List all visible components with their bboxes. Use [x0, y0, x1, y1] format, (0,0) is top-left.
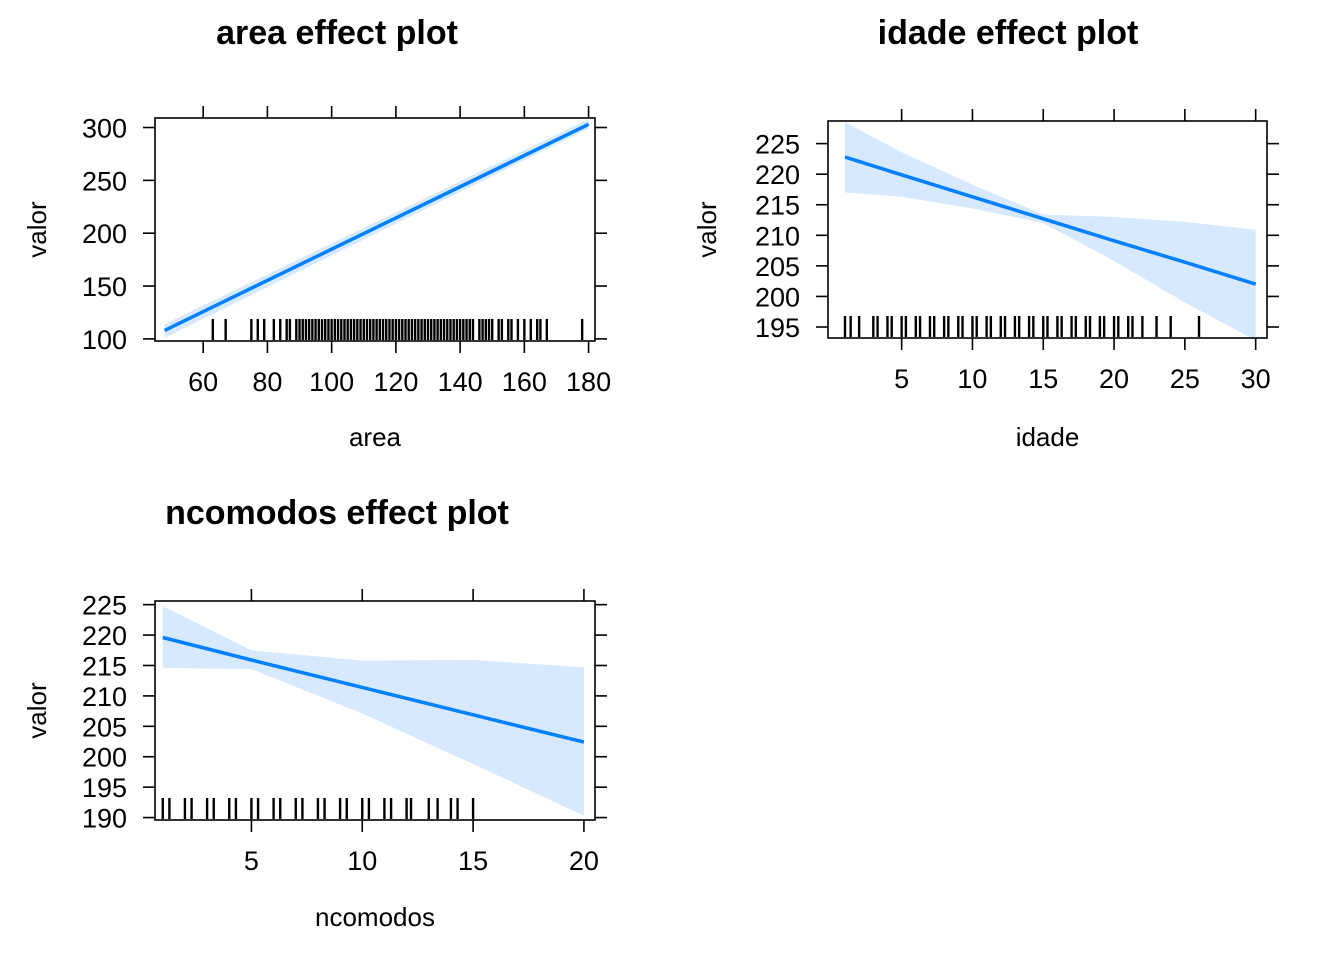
y-tick-label: 100 [82, 325, 127, 355]
rug [843, 316, 1201, 337]
x-tick-label: 100 [309, 367, 354, 397]
x-axis-label: area [349, 422, 402, 452]
chart-title: idade effect plot [878, 14, 1139, 52]
x-tick-label: 80 [252, 367, 282, 397]
x-tick-label: 160 [502, 367, 547, 397]
chart-title: area effect plot [216, 14, 458, 52]
x-tick-label: 120 [373, 367, 418, 397]
y-tick-label: 195 [82, 773, 127, 803]
y-tick-label: 190 [82, 804, 127, 834]
fit-line [163, 122, 590, 332]
x-tick-label: 180 [566, 367, 611, 397]
y-tick-label: 300 [82, 114, 127, 144]
y-tick-label: 225 [82, 591, 127, 621]
rug [161, 798, 475, 819]
x-tick-label: 10 [957, 364, 987, 394]
y-tick-label: 150 [82, 272, 127, 302]
confidence-band [162, 605, 584, 816]
x-tick-label: 15 [1028, 364, 1058, 394]
y-tick-label: 200 [82, 219, 127, 249]
plot-frame [154, 600, 596, 821]
confidence-band [845, 122, 1256, 341]
y-tick-label: 205 [755, 252, 800, 282]
y-tick-label: 215 [755, 191, 800, 221]
y-tick-label: 205 [82, 712, 127, 742]
fit-line [844, 155, 1257, 286]
plot-frame [827, 120, 1268, 339]
chart-title: ncomodos effect plot [165, 494, 509, 532]
fit-line [162, 635, 585, 744]
x-tick-label: 60 [188, 367, 218, 397]
x-tick-label: 15 [458, 846, 488, 876]
y-tick-label: 220 [755, 160, 800, 190]
y-axis-label: valor [22, 201, 52, 258]
x-tick-label: 5 [894, 364, 909, 394]
idade-effect-panel: idade effect plot 5 10 15 20 25 30 195200205210… [692, 14, 1279, 452]
x-tick-label: 20 [1099, 364, 1129, 394]
y-tick-label: 200 [755, 282, 800, 312]
x-tick-label: 10 [347, 846, 377, 876]
y-tick-label: 195 [755, 313, 800, 343]
y-tick-label: 220 [82, 621, 127, 651]
y-axis-label: valor [22, 682, 52, 739]
area-effect-panel: area effect plot 60 80 100 120 140 160 180 100 15… [22, 14, 611, 452]
rug [211, 319, 584, 340]
x-tick-label: 25 [1170, 364, 1200, 394]
x-tick-label: 20 [569, 846, 599, 876]
y-tick-label: 250 [82, 166, 127, 196]
y-tick-label: 210 [82, 682, 127, 712]
plot-frame [154, 117, 596, 342]
x-tick-label: 140 [438, 367, 483, 397]
y-tick-label: 210 [755, 221, 800, 251]
y-tick-label: 200 [82, 743, 127, 773]
x-tick-label: 5 [244, 846, 259, 876]
x-axis-label: ncomodos [315, 902, 435, 932]
y-tick-label: 215 [82, 651, 127, 681]
x-axis-label: idade [1016, 422, 1080, 452]
y-axis-label: valor [692, 201, 722, 258]
x-tick-label: 30 [1241, 364, 1271, 394]
y-tick-label: 225 [755, 130, 800, 160]
